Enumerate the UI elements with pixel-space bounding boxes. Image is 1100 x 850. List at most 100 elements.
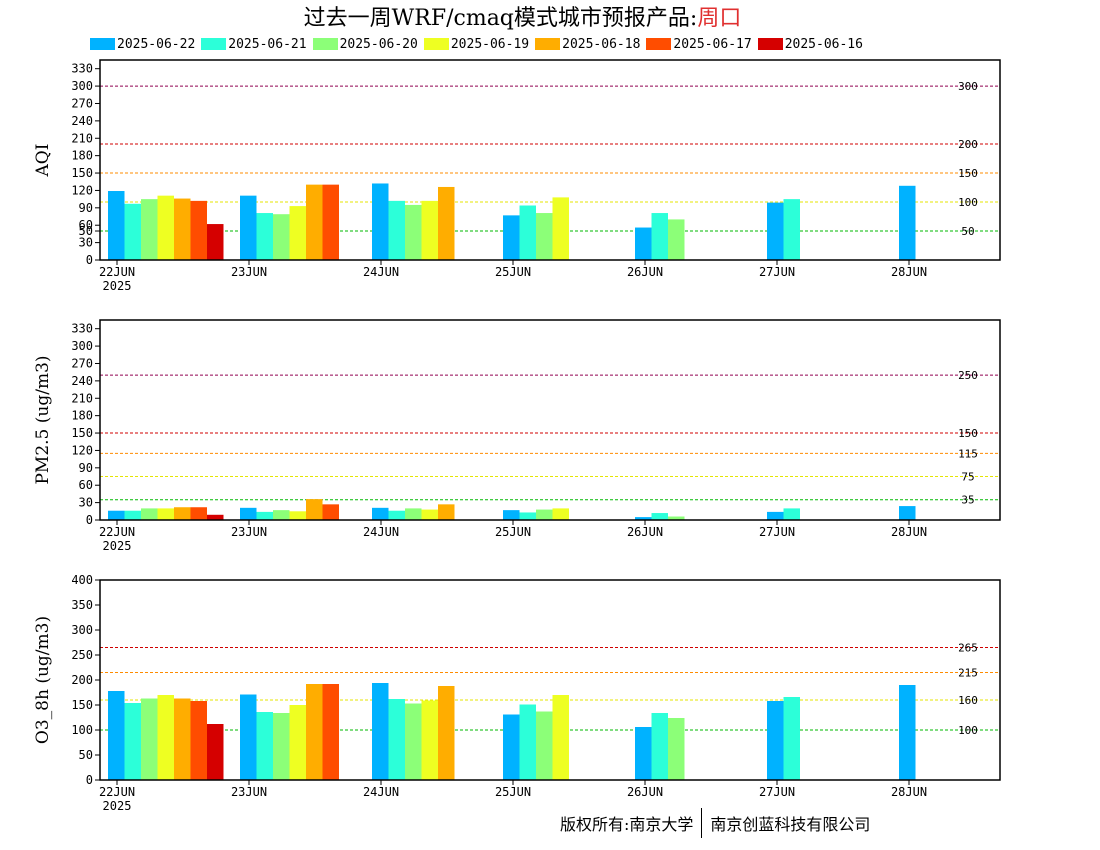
bar: [124, 510, 141, 520]
legend-swatch: [201, 38, 227, 50]
bar: [503, 215, 520, 260]
threshold-label: 115: [958, 447, 978, 460]
bar: [519, 512, 536, 520]
bar: [421, 200, 438, 260]
footer-separator: [701, 808, 703, 838]
bar: [174, 507, 191, 520]
x-tick-label: 27JUN: [759, 525, 795, 539]
x-tick-label: 27JUN: [759, 265, 795, 279]
bar: [256, 213, 273, 260]
bar: [767, 202, 784, 260]
legend-label: 2025-06-19: [450, 36, 530, 52]
bar: [635, 727, 652, 780]
bar: [668, 516, 685, 520]
legend-swatch: [423, 38, 449, 50]
legend-label: 2025-06-22: [117, 36, 196, 52]
bar: [190, 200, 207, 260]
y-tick-label: 60: [79, 478, 93, 492]
x-tick-label: 25JUN: [495, 785, 531, 799]
bar: [503, 510, 520, 520]
y-tick-label: 50: [79, 748, 93, 762]
x-tick-label: 22JUN: [99, 785, 135, 799]
bar: [141, 508, 158, 520]
legend-item: 2025-06-16: [757, 35, 863, 53]
bar: [536, 509, 553, 520]
bar: [635, 227, 652, 260]
y-tick-label: 270: [71, 96, 93, 110]
legend-label: 2025-06-21: [228, 36, 307, 52]
bar: [421, 509, 438, 520]
bar: [519, 704, 536, 780]
y-tick-label: 400: [71, 573, 93, 587]
legend: 2025-06-22 2025-06-21 2025-06-20 2025-06-19…: [90, 35, 869, 53]
x-tick-label: 28JUN: [891, 525, 927, 539]
x-tick-label: 26JUN: [627, 525, 663, 539]
bar: [289, 705, 306, 780]
bar: [306, 184, 323, 260]
bar: [289, 206, 306, 260]
y-tick-label: 120: [71, 443, 93, 457]
bar: [108, 191, 125, 260]
bar: [273, 713, 290, 780]
bar: [767, 511, 784, 520]
bar: [783, 508, 800, 520]
bar: [306, 499, 323, 520]
y-tick-label: 200: [71, 673, 93, 687]
bar: [552, 695, 569, 780]
legend-label: 2025-06-16: [784, 36, 863, 52]
bar: [899, 506, 916, 520]
bar: [552, 197, 569, 260]
legend-item: 2025-06-17: [646, 35, 752, 53]
y-tick-label: 240: [71, 114, 93, 128]
bar: [124, 203, 141, 260]
bar: [141, 199, 158, 260]
y-tick-label: 180: [71, 149, 93, 163]
bar: [438, 504, 455, 520]
bar: [207, 514, 224, 520]
bar: [190, 507, 207, 520]
x-year-label: 2025: [103, 539, 132, 553]
threshold-label: 215: [958, 667, 978, 680]
y-tick-label: 30: [79, 496, 93, 510]
y-tick-label: 350: [71, 598, 93, 612]
bar: [519, 205, 536, 260]
y-tick-label: 300: [71, 623, 93, 637]
legend-swatch: [646, 38, 672, 50]
legend-item: 2025-06-19: [423, 35, 530, 53]
y-tick-label: 50: [79, 224, 93, 238]
bar: [124, 703, 141, 780]
title-main: 过去一周WRF/cmaq模式城市预报产品:: [303, 6, 698, 31]
bar: [421, 700, 438, 780]
threshold-label: 160: [958, 694, 978, 707]
x-tick-label: 26JUN: [627, 785, 663, 799]
threshold-label: 200: [958, 138, 978, 151]
chart-title: 过去一周WRF/cmaq模式城市预报产品:周口: [0, 0, 1045, 32]
bar: [372, 183, 389, 260]
legend-label: 2025-06-18: [562, 36, 641, 52]
y-tick-label: 0: [86, 773, 93, 787]
bar: [322, 684, 339, 780]
bar: [388, 510, 405, 520]
bar: [157, 508, 174, 520]
bar: [668, 219, 685, 260]
title-city: 周口: [697, 6, 742, 31]
footer-right: 南京创蓝科技有限公司: [710, 815, 871, 834]
bar: [388, 200, 405, 260]
y-tick-label: 0: [86, 253, 93, 267]
bar: [322, 504, 339, 520]
y-tick-label: 330: [71, 62, 93, 76]
threshold-label: 75: [961, 471, 974, 484]
bar: [240, 195, 257, 260]
bar: [651, 713, 668, 780]
bar: [783, 199, 800, 260]
threshold-label: 100: [958, 724, 978, 737]
bar: [174, 698, 191, 780]
y-tick-label: 330: [71, 322, 93, 336]
x-tick-label: 25JUN: [495, 525, 531, 539]
bar: [899, 185, 916, 260]
threshold-label: 250: [958, 369, 978, 382]
y-tick-label: 210: [71, 131, 93, 145]
legend-label: 2025-06-20: [339, 36, 418, 52]
y-tick-label: 150: [71, 166, 93, 180]
